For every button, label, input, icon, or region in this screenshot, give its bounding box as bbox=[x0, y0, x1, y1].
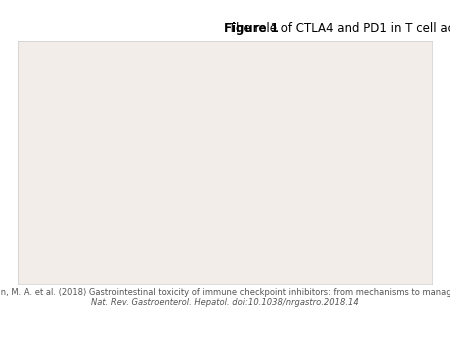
Text: Figure 1: Figure 1 bbox=[224, 22, 279, 35]
Text: The role of CTLA4 and PD1 in T cell activation: The role of CTLA4 and PD1 in T cell acti… bbox=[225, 22, 450, 35]
Text: Samaan, M. A. et al. (2018) Gastrointestinal toxicity of immune checkpoint inhib: Samaan, M. A. et al. (2018) Gastrointest… bbox=[0, 288, 450, 297]
Text: Nat. Rev. Gastroenterol. Hepatol. doi:10.1038/nrgastro.2018.14: Nat. Rev. Gastroenterol. Hepatol. doi:10… bbox=[91, 298, 359, 307]
